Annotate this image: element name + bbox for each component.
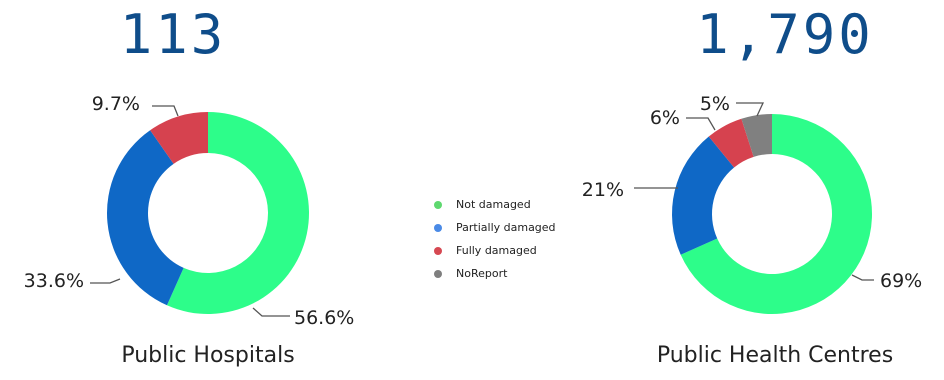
hospitals-total: 113 (119, 3, 227, 66)
hospitals-donut-chart: 56.6% 33.6% 9.7% (24, 93, 355, 329)
legend-label: Not damaged (456, 198, 531, 211)
health-centres-label-partially-damaged: 21% (582, 179, 624, 201)
hospitals-label-fully-damaged: 9.7% (92, 93, 140, 115)
legend-label: NoReport (456, 267, 508, 280)
health-centres-slice-partially-damaged[interactable] (672, 136, 735, 255)
hospitals-leader-line (252, 307, 290, 317)
health-centres-caption: Public Health Centres (656, 343, 894, 368)
health-centres-total: 1,790 (696, 3, 874, 66)
health-centres-donut-chart: 69% 21% 6% 5% (582, 93, 922, 314)
legend-label: Fully damaged (456, 244, 537, 257)
health-centres-leader-line (851, 274, 874, 281)
health-centres-leader-line (686, 117, 716, 131)
legend-item-partially-damaged[interactable]: Partially damaged (434, 216, 556, 239)
legend-item-not-damaged[interactable]: Not damaged (434, 193, 556, 216)
hospitals-label-partially-damaged: 33.6% (24, 270, 84, 292)
legend-item-noreport[interactable]: NoReport (434, 262, 556, 285)
health-centres-slice-noreport[interactable] (741, 114, 772, 157)
hospitals-slice-not-damaged[interactable] (166, 112, 309, 314)
legend-label: Partially damaged (456, 221, 556, 234)
hospitals-caption: Public Hospitals (121, 343, 295, 368)
health-centres-slice-not-damaged[interactable] (680, 114, 872, 314)
legend-swatch (434, 246, 442, 255)
hospitals-slice-fully-damaged[interactable] (150, 112, 208, 164)
hospitals-leader-line (152, 105, 179, 117)
health-centres-slice-fully-damaged[interactable] (708, 118, 754, 168)
legend-swatch (434, 269, 442, 278)
hospitals-slice-partially-damaged[interactable] (106, 130, 184, 306)
hospitals-label-not-damaged: 56.6% (294, 307, 354, 329)
legend: Not damaged Partially damaged Fully dama… (434, 193, 556, 285)
hospitals-leader-line (90, 278, 121, 284)
health-centres-label-noreport: 5% (700, 93, 730, 115)
health-centres-label-fully-damaged: 6% (650, 107, 680, 129)
health-centres-leader-line (736, 102, 765, 117)
legend-item-fully-damaged[interactable]: Fully damaged (434, 239, 556, 262)
legend-swatch (434, 223, 442, 232)
health-centres-label-not-damaged: 69% (880, 270, 922, 292)
legend-swatch (434, 200, 442, 209)
